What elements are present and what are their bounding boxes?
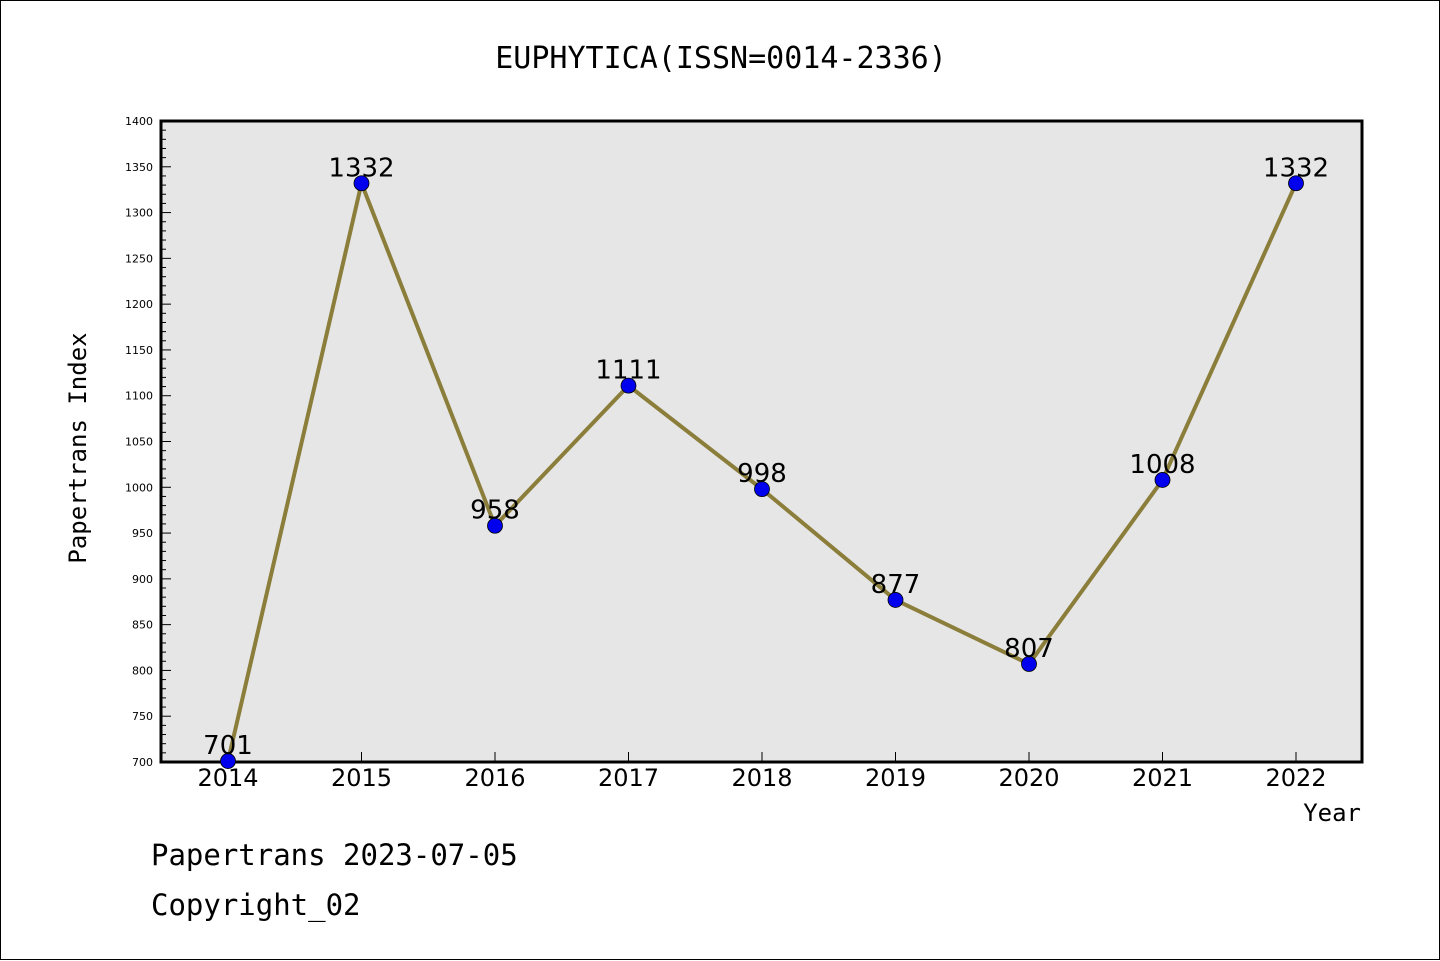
data-labels: 701 1332 958 1111 998 877 807 1008 1332 bbox=[203, 153, 1329, 761]
chart-title: EUPHYTICA(ISSN=0014-2336) bbox=[495, 41, 947, 76]
data-label: 958 bbox=[470, 496, 520, 526]
y-tick-label: 1250 bbox=[125, 252, 153, 265]
data-label: 998 bbox=[737, 459, 787, 489]
x-tick-label: 2015 bbox=[331, 764, 392, 792]
y-tick-label: 800 bbox=[132, 664, 153, 677]
plot-area bbox=[159, 119, 1364, 764]
y-tick-label: 700 bbox=[132, 756, 153, 769]
y-tick-label: 1000 bbox=[125, 481, 153, 494]
y-tick-label: 1200 bbox=[125, 298, 153, 311]
data-point-markers bbox=[220, 175, 1304, 769]
data-label: 807 bbox=[1004, 634, 1054, 664]
data-label: 877 bbox=[871, 570, 921, 600]
x-tick-label: 2020 bbox=[998, 764, 1059, 792]
x-axis: 2014 2015 2016 2017 2018 2019 2020 2021 2022 bbox=[197, 752, 1327, 792]
data-point bbox=[620, 377, 637, 394]
x-tick-label: 2017 bbox=[598, 764, 659, 792]
y-tick-label: 950 bbox=[132, 527, 153, 540]
data-point bbox=[1288, 175, 1304, 192]
y-tick-label: 850 bbox=[132, 619, 153, 632]
data-point bbox=[1021, 656, 1037, 672]
y-tick-label: 750 bbox=[132, 710, 153, 723]
data-point bbox=[754, 481, 770, 498]
data-point bbox=[887, 592, 904, 608]
data-point bbox=[487, 517, 503, 534]
footer-date: Papertrans 2023-07-05 bbox=[151, 838, 518, 872]
x-tick-label: 2018 bbox=[731, 764, 792, 792]
y-tick-label: 900 bbox=[132, 573, 153, 586]
x-tick-label: 2022 bbox=[1265, 764, 1326, 792]
footer-copyright: Copyright_02 bbox=[151, 888, 361, 923]
x-tick-label: 2019 bbox=[865, 764, 926, 792]
data-label: 1332 bbox=[1263, 153, 1329, 183]
y-axis: 700 750 800 850 900 950 1000 1050 1100 1150 1200 12… bbox=[125, 115, 171, 769]
x-tick-label: 2016 bbox=[464, 764, 525, 792]
y-tick-label: 1100 bbox=[125, 390, 153, 403]
data-label: 1111 bbox=[595, 356, 661, 386]
x-tick-label: 2021 bbox=[1132, 764, 1193, 792]
y-tick-label: 1400 bbox=[125, 115, 153, 128]
y-tick-label: 1050 bbox=[125, 436, 153, 449]
x-axis-label: Year bbox=[1303, 799, 1361, 827]
data-point bbox=[220, 753, 236, 769]
data-label: 701 bbox=[203, 731, 253, 761]
data-label: 1332 bbox=[328, 153, 394, 183]
y-tick-label: 1150 bbox=[125, 344, 153, 357]
data-label: 1008 bbox=[1129, 450, 1195, 480]
data-point bbox=[1154, 472, 1171, 488]
data-point bbox=[353, 175, 370, 192]
y-tick-label: 1350 bbox=[125, 161, 153, 174]
y-tick-label: 1300 bbox=[125, 207, 153, 220]
y-axis-label: Papertrans Index bbox=[64, 332, 92, 563]
